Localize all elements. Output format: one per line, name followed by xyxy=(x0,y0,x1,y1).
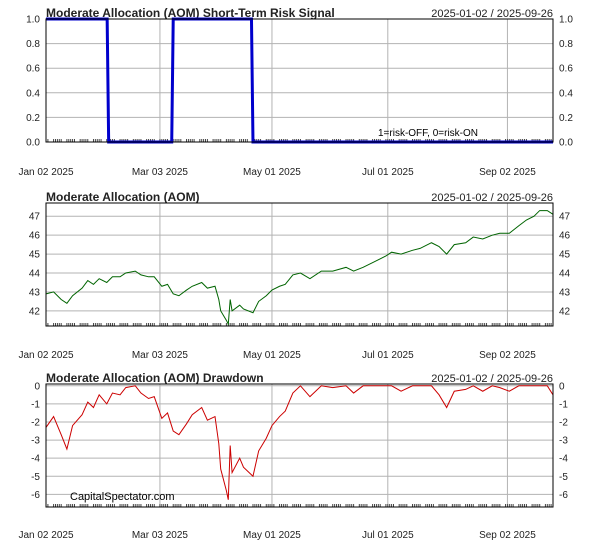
price-y-tick-label-left: 44 xyxy=(29,269,41,280)
drawdown-x-tick-label: Sep 02 2025 xyxy=(479,530,536,541)
risk-signal-x-tick-label: Mar 03 2025 xyxy=(132,167,189,178)
drawdown-y-tick-label-right: -2 xyxy=(559,417,568,428)
drawdown-series-line xyxy=(45,385,554,500)
risk-signal-legend-note: 1=risk-OFF, 0=risk-ON xyxy=(378,128,478,139)
risk-signal-y-tick-label-right: 0.6 xyxy=(559,64,573,75)
risk-signal-y-tick-label-right: 0.2 xyxy=(559,113,573,124)
price-y-tick-label-right: 44 xyxy=(559,269,571,280)
risk-signal-plot-frame xyxy=(45,18,554,143)
price-plot-frame xyxy=(45,202,554,327)
drawdown-panel: Moderate Allocation (AOM) Drawdown 2025-… xyxy=(18,371,568,541)
price-x-tick-label: Sep 02 2025 xyxy=(479,350,536,361)
risk-signal-panel: Moderate Allocation (AOM) Short-Term Ris… xyxy=(18,6,573,178)
price-y-tick-label-right: 47 xyxy=(559,212,571,223)
risk-signal-y-tick-label-right: 0.8 xyxy=(559,39,573,50)
price-y-tick-label-right: 43 xyxy=(559,287,571,298)
risk-signal-date-range: 2025-01-02 / 2025-09-26 xyxy=(431,8,553,20)
risk-signal-y-tick-label-left: 0.4 xyxy=(26,88,40,99)
risk-signal-x-tick-label: May 01 2025 xyxy=(243,167,301,178)
price-y-tick-label-left: 46 xyxy=(29,231,41,242)
risk-signal-series-line xyxy=(46,17,553,144)
risk-signal-x-tick-label: Jul 01 2025 xyxy=(362,167,414,178)
drawdown-x-tick-label: Jan 02 2025 xyxy=(18,530,73,541)
risk-signal-y-tick-label-right: 0.0 xyxy=(559,138,573,149)
drawdown-y-tick-label-right: -6 xyxy=(559,490,568,501)
risk-signal-y-tick-label-left: 0.2 xyxy=(26,113,40,124)
risk-signal-y-tick-label-right: 1.0 xyxy=(559,15,573,26)
drawdown-y-tick-label-right: -1 xyxy=(559,399,568,410)
drawdown-y-tick-label-right: -3 xyxy=(559,436,568,447)
drawdown-y-tick-label-right: -5 xyxy=(559,472,568,483)
price-x-tick-label: Jan 02 2025 xyxy=(18,350,73,361)
price-y-tick-label-right: 45 xyxy=(559,250,571,261)
risk-signal-y-tick-label-left: 1.0 xyxy=(26,15,40,26)
price-title: Moderate Allocation (AOM) xyxy=(46,190,200,204)
drawdown-plot-frame xyxy=(45,383,554,508)
risk-signal-x-tick-label: Sep 02 2025 xyxy=(479,167,536,178)
drawdown-y-tick-label-left: 0 xyxy=(34,381,40,392)
risk-signal-y-tick-label-left: 0.0 xyxy=(26,138,40,149)
price-y-tick-label-left: 43 xyxy=(29,287,41,298)
price-series-line xyxy=(45,210,554,326)
drawdown-x-tick-label: Mar 03 2025 xyxy=(132,530,189,541)
watermark: CapitalSpectator.com xyxy=(70,491,175,503)
drawdown-y-tick-label-left: -4 xyxy=(31,454,40,465)
price-x-tick-label: Mar 03 2025 xyxy=(132,350,189,361)
risk-signal-x-tick-label: Jan 02 2025 xyxy=(18,167,73,178)
price-y-tick-label-left: 42 xyxy=(29,306,41,317)
drawdown-date-range: 2025-01-02 / 2025-09-26 xyxy=(431,373,553,385)
risk-signal-y-tick-label-left: 0.8 xyxy=(26,39,40,50)
drawdown-x-tick-label: Jul 01 2025 xyxy=(362,530,414,541)
price-y-tick-label-right: 46 xyxy=(559,231,571,242)
drawdown-x-tick-label: May 01 2025 xyxy=(243,530,301,541)
price-x-tick-label: Jul 01 2025 xyxy=(362,350,414,361)
drawdown-y-tick-label-left: -5 xyxy=(31,472,40,483)
drawdown-y-tick-label-left: -3 xyxy=(31,436,40,447)
risk-signal-title: Moderate Allocation (AOM) Short-Term Ris… xyxy=(46,6,335,20)
drawdown-y-tick-label-right: 0 xyxy=(559,381,565,392)
drawdown-y-tick-label-left: -2 xyxy=(31,417,40,428)
risk-signal-y-tick-label-right: 0.4 xyxy=(559,88,573,99)
drawdown-y-tick-label-right: -4 xyxy=(559,454,568,465)
price-y-tick-label-left: 47 xyxy=(29,212,41,223)
price-panel: Moderate Allocation (AOM) 2025-01-02 / 2… xyxy=(18,190,570,361)
risk-signal-y-tick-label-left: 0.6 xyxy=(26,64,40,75)
drawdown-y-tick-label-left: -6 xyxy=(31,490,40,501)
drawdown-y-tick-label-left: -1 xyxy=(31,399,40,410)
price-x-tick-label: May 01 2025 xyxy=(243,350,301,361)
price-y-tick-label-right: 42 xyxy=(559,306,571,317)
price-y-tick-label-left: 45 xyxy=(29,250,41,261)
drawdown-title: Moderate Allocation (AOM) Drawdown xyxy=(46,371,264,385)
price-date-range: 2025-01-02 / 2025-09-26 xyxy=(431,192,553,204)
